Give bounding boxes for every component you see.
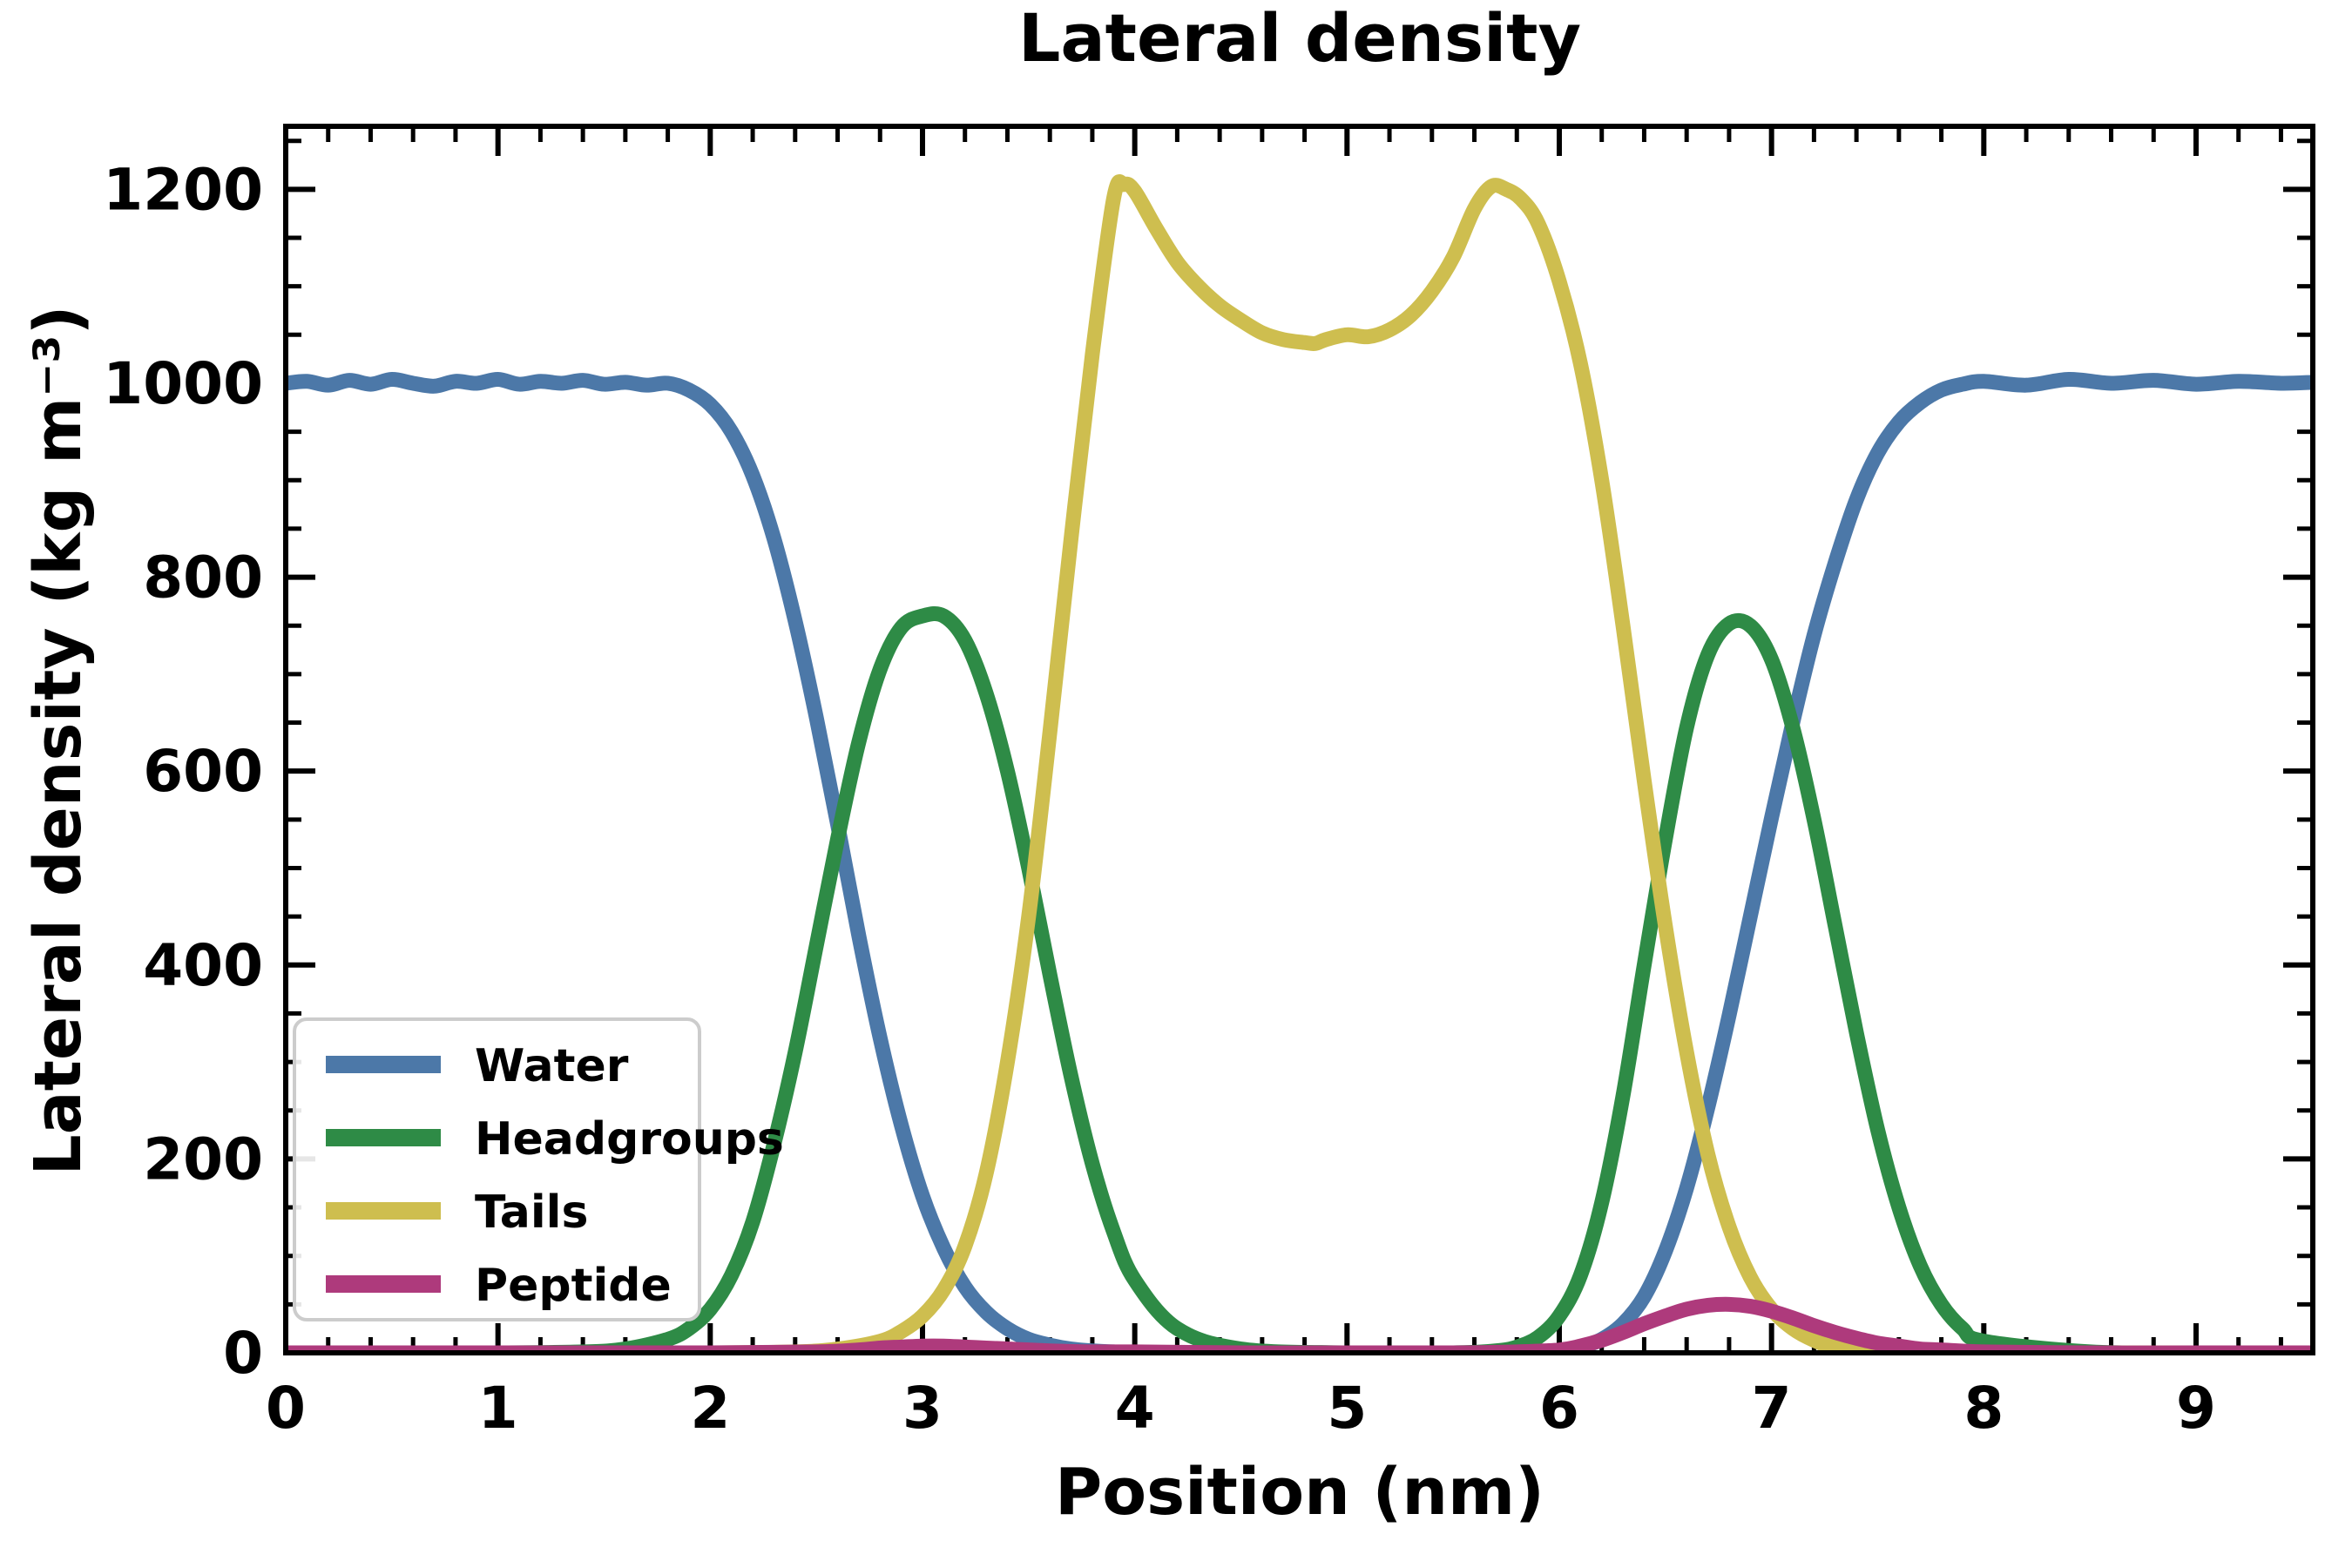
axes-spines: [283, 124, 2315, 1355]
x-axis-title: Position (nm): [1055, 1455, 1544, 1530]
y-tick-label: 1000: [103, 350, 263, 417]
y-tick-label: 0: [223, 1320, 263, 1387]
legend-label: Peptide: [475, 1260, 672, 1312]
y-tick-label: 1200: [103, 156, 263, 223]
x-tick-label: 2: [690, 1375, 730, 1442]
x-tick-label: 3: [902, 1375, 943, 1442]
x-tick-label: 0: [266, 1375, 306, 1442]
legend-entry-headgroups[interactable]: Headgroups: [326, 1113, 784, 1166]
x-tick-label: 7: [1752, 1375, 1792, 1442]
y-axis-title: Lateral density (kg m⁻³): [21, 306, 96, 1176]
legend-label: Tails: [475, 1186, 588, 1239]
series-line-tails: [286, 174, 2313, 1353]
y-tick-label: 800: [143, 544, 263, 612]
x-tick-label: 8: [1963, 1375, 2004, 1442]
legend-entry-tails[interactable]: Tails: [326, 1186, 588, 1239]
chart-title: Lateral density: [1018, 0, 1581, 77]
x-tick-label: 9: [2176, 1375, 2216, 1442]
legend-entry-peptide[interactable]: Peptide: [326, 1260, 672, 1312]
y-tick-label: 600: [143, 738, 263, 805]
x-tick-label: 4: [1115, 1375, 1155, 1442]
legend-frame: [293, 1017, 701, 1321]
x-tick-label: 5: [1327, 1375, 1367, 1442]
x-tick-label: 6: [1539, 1375, 1579, 1442]
x-tick-label: 1: [478, 1375, 518, 1442]
legend-entry-water[interactable]: Water: [326, 1040, 629, 1092]
chart-legend[interactable]: Water Headgroups Tails Peptide: [293, 1017, 784, 1321]
x-axis-tick-labels: 0 1 2 3 4 5 6 7 8 9: [266, 1375, 2216, 1442]
legend-label: Water: [475, 1040, 629, 1092]
y-axis-tick-labels: 0 200 400 600 800 1000 1200: [103, 156, 263, 1387]
y-tick-label: 400: [143, 932, 263, 999]
legend-label: Headgroups: [475, 1113, 784, 1166]
y-tick-label: 200: [143, 1125, 263, 1193]
plot-frame: [283, 124, 2315, 1355]
series-line-peptide: [286, 1296, 2313, 1353]
